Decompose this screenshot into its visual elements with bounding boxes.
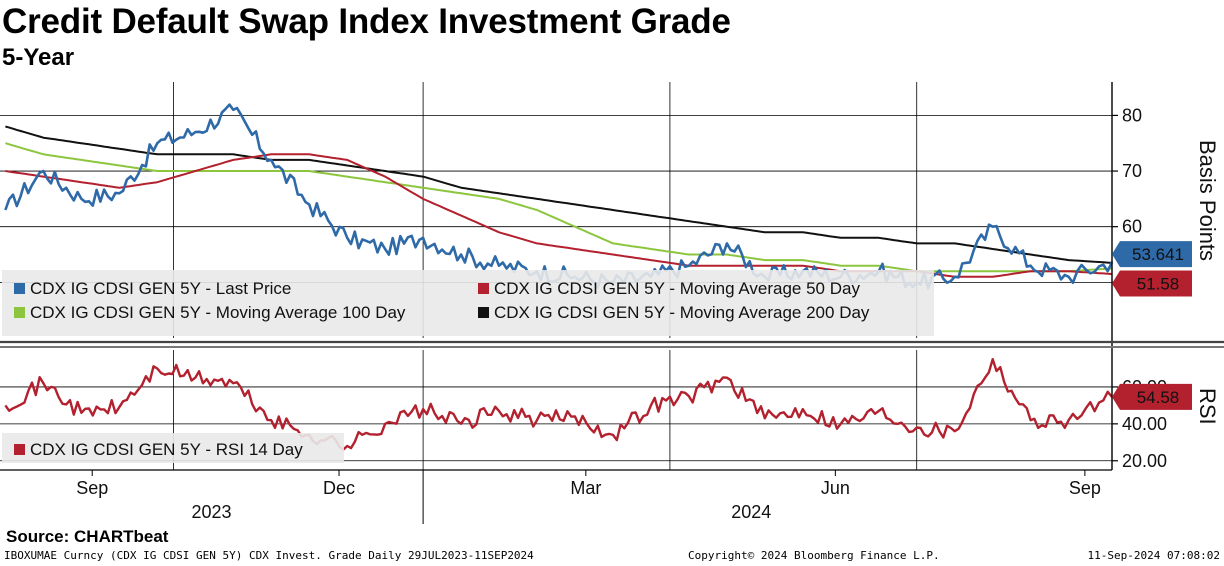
series-line-rsi [4, 358, 1113, 451]
value-tag-rsi-shape [1112, 383, 1192, 410]
chart-subtitle: 5-Year [2, 44, 75, 71]
value-tag-last-price-shape [1112, 241, 1192, 268]
security-description: IBOXUMAE Curncy (CDX IG CDSI GEN 5Y) CDX… [4, 549, 534, 562]
series-line-ma100 [5, 142, 1113, 273]
price-ytick-label: 60 [1122, 217, 1142, 237]
legend-swatch-ma200 [478, 307, 489, 318]
value-tag-rsi: 54.58 [1112, 383, 1192, 410]
tag-layer: 51.58 53.641 54.58 [1112, 241, 1192, 410]
series-line-ma200 [5, 125, 1113, 264]
series-line-ma50 [5, 153, 1113, 278]
legend-label-ma200: CDX IG CDSI GEN 5Y - Moving Average 200 … [494, 303, 870, 322]
legend-label-ma100: CDX IG CDSI GEN 5Y - Moving Average 100 … [30, 303, 406, 322]
x-month-label: Jun [821, 478, 850, 498]
x-month-label: Mar [570, 478, 601, 498]
x-month-label: Sep [76, 478, 108, 498]
source-note: Source: CHARTbeat [6, 527, 169, 546]
rsi-axis-title: RSI [1195, 388, 1220, 425]
legend-swatch-last_price [14, 283, 25, 294]
rsi-panel-grid [0, 350, 1112, 470]
rsi-legend-box [2, 433, 344, 463]
legend-swatch-ma100 [14, 307, 25, 318]
rsi-ytick-label: 40.00 [1122, 414, 1167, 434]
series-line-last_price [4, 103, 1114, 290]
x-year-label: 2024 [731, 502, 771, 522]
price-legend-box [2, 270, 934, 336]
legend-label-ma50: CDX IG CDSI GEN 5Y - Moving Average 50 D… [494, 279, 860, 298]
legend-label-rsi: CDX IG CDSI GEN 5Y - RSI 14 Day [30, 440, 303, 459]
value-tag-ma50: 51.58 [1112, 270, 1192, 297]
value-tag-rsi-text: 54.58 [1137, 388, 1180, 407]
price-ytick-label: 70 [1122, 161, 1142, 181]
timestamp: 11-Sep-2024 07:08:02 [1087, 549, 1220, 562]
chart-title: Credit Default Swap Index Investment Gra… [2, 2, 731, 41]
legend-layer: CDX IG CDSI GEN 5Y - Last Price CDX IG CD… [2, 270, 934, 463]
value-tag-last-price: 53.641 [1112, 241, 1192, 268]
value-tag-ma50-text: 51.58 [1137, 275, 1180, 294]
value-tag-last-price-text: 53.641 [1132, 245, 1184, 264]
price-axis-title: Basis Points [1195, 140, 1220, 261]
price-ytick-label: 80 [1122, 105, 1142, 125]
copyright-note: Copyright© 2024 Bloomberg Finance L.P. [688, 549, 940, 562]
legend-swatch-ma50 [478, 283, 489, 294]
rsi-ytick-label: 20.00 [1122, 451, 1167, 471]
x-month-label: Sep [1069, 478, 1101, 498]
x-month-label: Dec [323, 478, 355, 498]
x-year-label: 2023 [192, 502, 232, 522]
legend-swatch-rsi [14, 444, 25, 455]
legend-label-last_price: CDX IG CDSI GEN 5Y - Last Price [30, 279, 291, 298]
value-tag-ma50-shape [1112, 270, 1192, 297]
